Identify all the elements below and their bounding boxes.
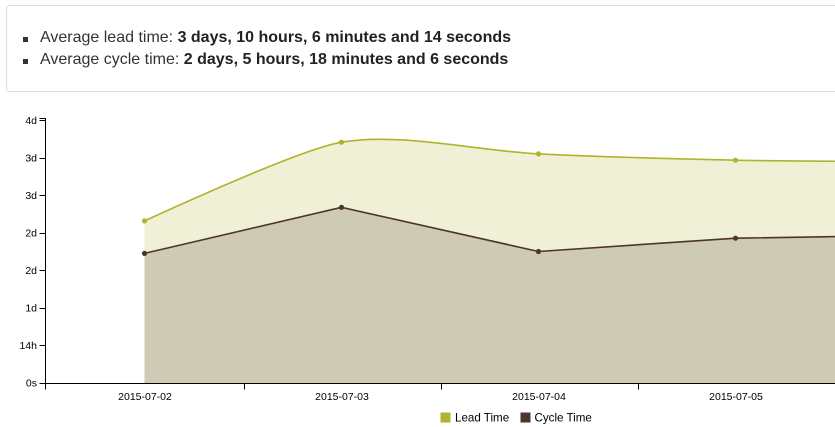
svg-text:3d: 3d xyxy=(25,190,37,202)
svg-text:3d: 3d xyxy=(25,153,37,165)
svg-text:1d: 1d xyxy=(25,303,37,315)
svg-text:4d: 4d xyxy=(25,115,37,127)
svg-text:Lead Time: Lead Time xyxy=(455,412,509,425)
svg-text:2015-07-04: 2015-07-04 xyxy=(512,391,566,403)
svg-text:2d: 2d xyxy=(25,265,37,277)
svg-text:2015-07-05: 2015-07-05 xyxy=(709,391,763,403)
svg-text:0s: 0s xyxy=(26,378,37,390)
svg-text:2d: 2d xyxy=(25,228,37,240)
svg-text:2015-07-02: 2015-07-02 xyxy=(118,391,172,403)
svg-text:14h: 14h xyxy=(19,340,37,352)
svg-text:2015-07-03: 2015-07-03 xyxy=(315,391,369,403)
svg-text:Cycle Time: Cycle Time xyxy=(535,412,592,425)
